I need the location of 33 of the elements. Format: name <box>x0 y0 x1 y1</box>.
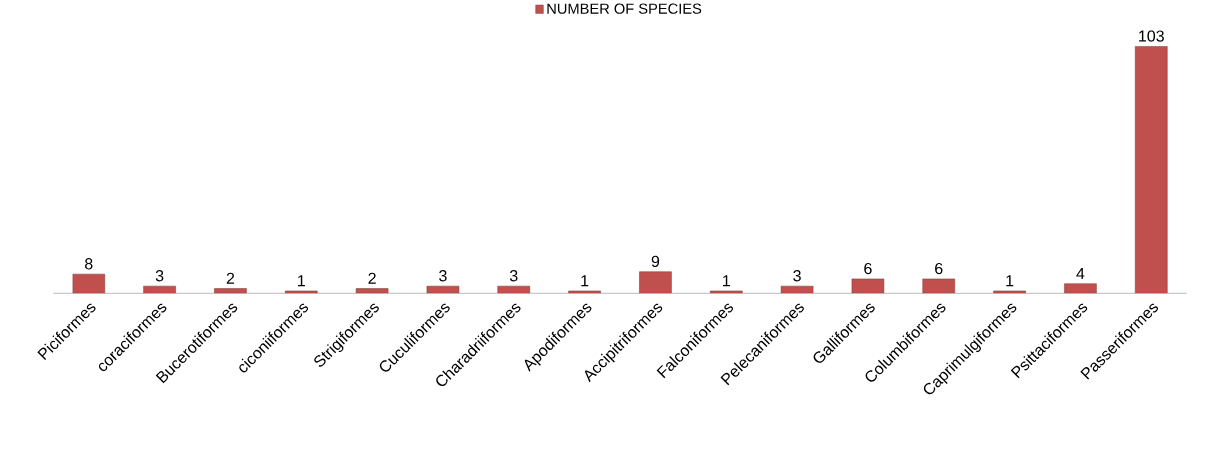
bar <box>639 271 672 294</box>
legend-label: NUMBER OF SPECIES <box>547 3 702 14</box>
bar <box>214 288 247 294</box>
bar <box>497 285 531 294</box>
data-label: 103 <box>1139 30 1164 42</box>
bar <box>355 288 389 294</box>
bar <box>143 285 176 294</box>
bar <box>922 278 956 294</box>
data-label: 3 <box>509 270 518 282</box>
data-label: 3 <box>793 270 801 282</box>
data-label: 2 <box>226 272 235 284</box>
data-label: 6 <box>864 262 872 275</box>
bar <box>72 273 106 294</box>
data-label: 9 <box>651 255 660 268</box>
bar <box>851 278 885 294</box>
bar <box>780 285 814 294</box>
data-label: 2 <box>368 272 376 284</box>
data-label: 3 <box>155 270 164 282</box>
data-label: 4 <box>1076 268 1085 280</box>
bar <box>1134 46 1168 294</box>
bar <box>709 290 743 294</box>
data-label: 1 <box>723 275 730 287</box>
bar <box>993 290 1026 294</box>
bar <box>284 290 318 294</box>
data-label: 1 <box>298 275 305 287</box>
bar <box>1064 283 1097 294</box>
bar <box>426 285 460 294</box>
data-label: 1 <box>581 275 589 287</box>
bar <box>568 290 601 294</box>
data-label: 6 <box>935 262 943 275</box>
data-label: 1 <box>1006 275 1014 287</box>
data-label: 8 <box>85 258 93 270</box>
data-label: 3 <box>439 270 447 282</box>
